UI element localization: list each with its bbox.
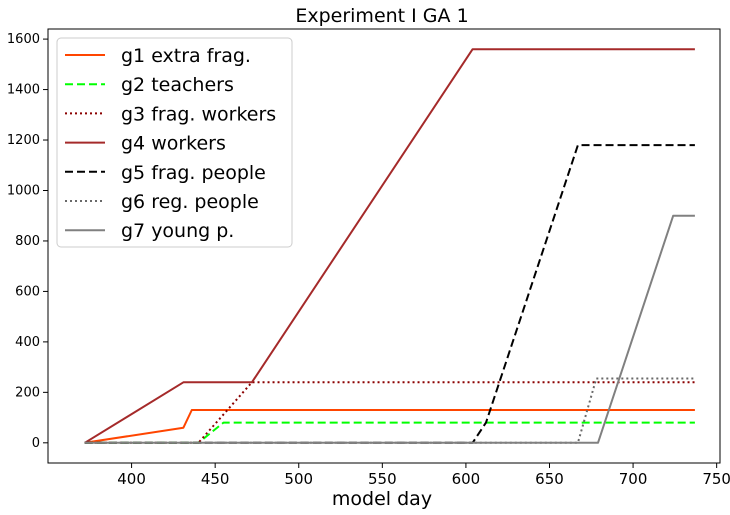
legend-label-1: g1 extra frag. [121,45,251,67]
series-line-7 [84,214,695,444]
legend-box [56,37,293,248]
legend-label-7: g7 young p. [121,220,234,242]
x-axis-label: model day [332,488,432,510]
legend-label-4: g4 workers [121,133,226,155]
y-tick-label: 600 [15,284,40,299]
x-tick-label: 450 [201,470,230,488]
legend-label-3: g3 frag. workers [121,103,276,125]
y-tick-label: 1000 [7,183,40,198]
x-tick-label: 700 [619,470,648,488]
legend-label-6: g6 reg. people [121,191,259,213]
series-line-3 [84,381,695,444]
plot-area [84,48,695,444]
x-tick-label: 750 [702,470,730,488]
y-tick-label: 200 [15,385,40,400]
legend-label-2: g2 teachers [121,74,234,96]
y-tick-label: 1600 [7,32,40,47]
y-tick-label: 0 [32,436,40,451]
y-tick-label: 400 [15,335,40,350]
x-tick-label: 550 [368,470,397,488]
chart-title: Experiment I GA 1 [295,5,468,27]
series-line-4 [84,48,695,444]
x-tick-label: 400 [117,470,146,488]
x-tick-label: 500 [284,470,313,488]
y-tick-label: 1200 [7,133,40,148]
x-tick-label: 600 [452,470,481,488]
y-tick-label: 800 [15,234,40,249]
axis-ticks: 400 450 500 550 600 650 700 750 0 200 400 600 800 100… [7,32,730,488]
legend: g1 extra frag. g2 teachers g3 frag. worker… [56,37,293,248]
legend-label-5: g5 frag. people [121,162,266,184]
y-tick-label: 1400 [7,83,40,98]
series-line-1 [84,409,695,444]
plot-frame [47,28,721,464]
x-tick-label: 650 [535,470,564,488]
